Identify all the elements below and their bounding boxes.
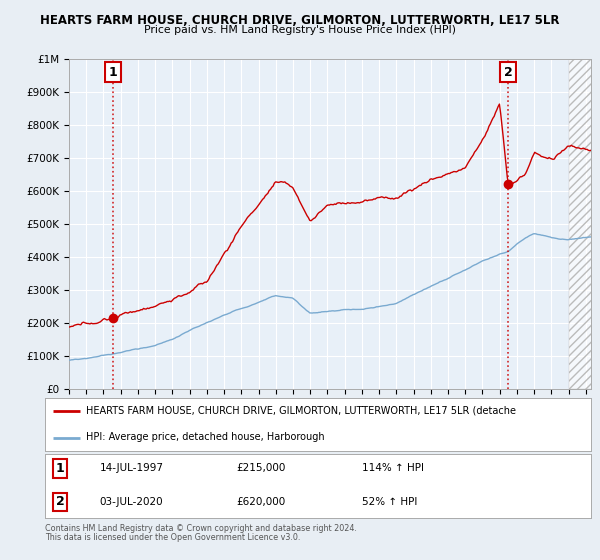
- Text: Contains HM Land Registry data © Crown copyright and database right 2024.: Contains HM Land Registry data © Crown c…: [45, 524, 357, 533]
- Text: 14-JUL-1997: 14-JUL-1997: [100, 464, 164, 473]
- Text: 2: 2: [56, 496, 65, 508]
- Text: £215,000: £215,000: [236, 464, 286, 473]
- Text: 03-JUL-2020: 03-JUL-2020: [100, 497, 163, 507]
- Text: 1: 1: [56, 462, 65, 475]
- Text: 1: 1: [109, 66, 117, 78]
- Text: HEARTS FARM HOUSE, CHURCH DRIVE, GILMORTON, LUTTERWORTH, LE17 5LR (detache: HEARTS FARM HOUSE, CHURCH DRIVE, GILMORT…: [86, 406, 516, 416]
- Text: £620,000: £620,000: [236, 497, 286, 507]
- Text: Price paid vs. HM Land Registry's House Price Index (HPI): Price paid vs. HM Land Registry's House …: [144, 25, 456, 35]
- Text: 114% ↑ HPI: 114% ↑ HPI: [362, 464, 424, 473]
- Text: HEARTS FARM HOUSE, CHURCH DRIVE, GILMORTON, LUTTERWORTH, LE17 5LR: HEARTS FARM HOUSE, CHURCH DRIVE, GILMORT…: [40, 14, 560, 27]
- Bar: [569, 59, 595, 389]
- Text: This data is licensed under the Open Government Licence v3.0.: This data is licensed under the Open Gov…: [45, 533, 301, 542]
- Bar: [569, 59, 595, 389]
- Text: 52% ↑ HPI: 52% ↑ HPI: [362, 497, 417, 507]
- Text: HPI: Average price, detached house, Harborough: HPI: Average price, detached house, Harb…: [86, 432, 325, 442]
- Text: 2: 2: [504, 66, 512, 78]
